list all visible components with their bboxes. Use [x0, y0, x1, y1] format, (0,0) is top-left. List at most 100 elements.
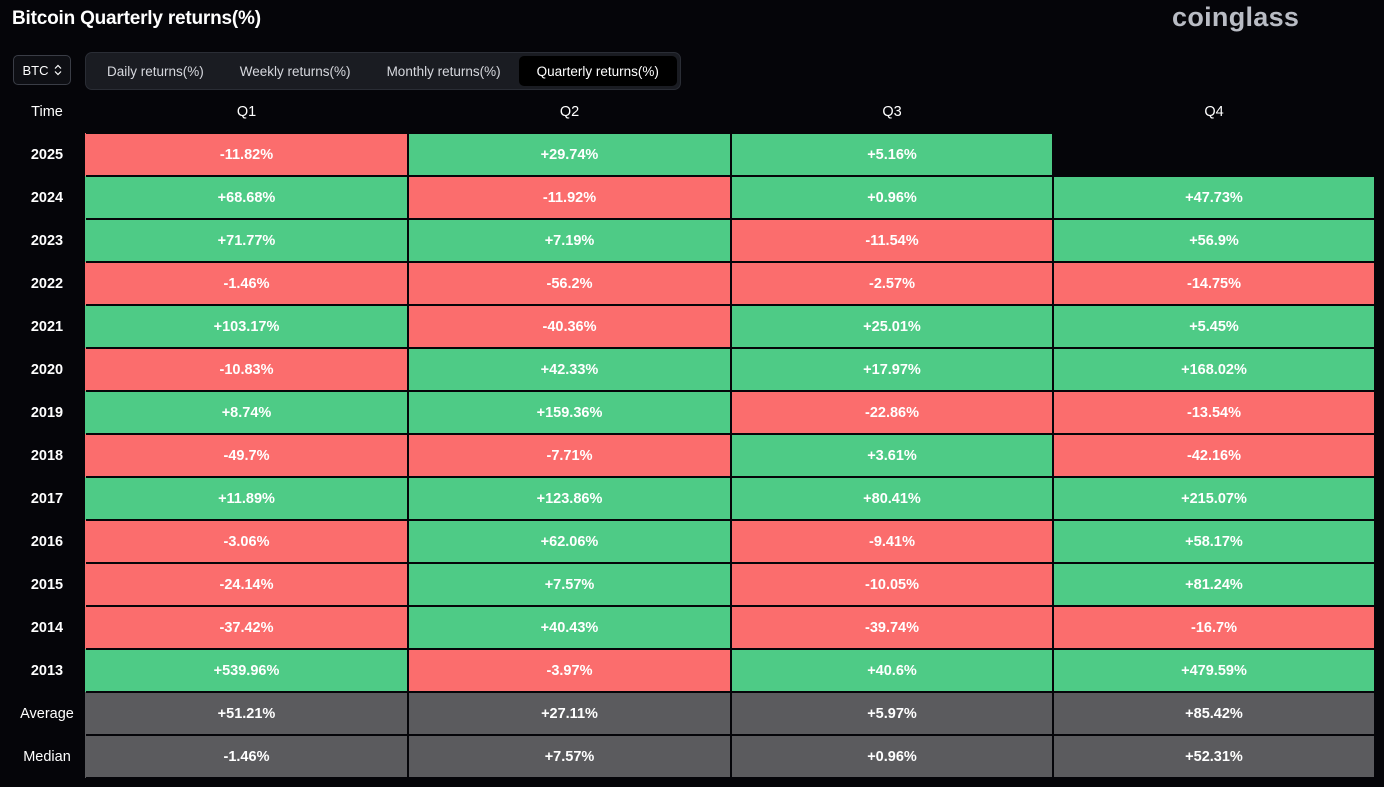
year-label: 2015 — [30, 576, 64, 593]
table-row: 2016 -3.06% +62.06% -9.41% +58.17% — [9, 519, 1376, 564]
year-label: 2022 — [30, 275, 64, 292]
return-cell-q1: -37.42% — [84, 605, 409, 650]
return-cell-q4: +5.45% — [1052, 304, 1376, 349]
stat-label: Average — [20, 705, 74, 722]
return-cell-q3: +3.61% — [730, 433, 1054, 478]
table-row: 2023 +71.77% +7.19% -11.54% +56.9% — [9, 218, 1376, 263]
return-cell-q2: -56.2% — [407, 261, 732, 306]
return-cell-q3: -9.41% — [730, 519, 1054, 564]
table-row: 2018 -49.7% -7.71% +3.61% -42.16% — [9, 433, 1376, 478]
table-row: 2013 +539.96% -3.97% +40.6% +479.59% — [9, 648, 1376, 693]
returns-period-tabs: Daily returns(%) Weekly returns(%) Month… — [85, 52, 681, 90]
return-cell-q1: +68.68% — [84, 175, 409, 220]
table-row: 2024 +68.68% -11.92% +0.96% +47.73% — [9, 175, 1376, 220]
return-cell-q1: -3.06% — [84, 519, 409, 564]
tab-monthly-returns[interactable]: Monthly returns(%) — [386, 63, 501, 79]
return-cell-q2: +27.11% — [407, 691, 732, 736]
chevron-up-down-icon — [54, 64, 61, 76]
return-cell-q4: -16.7% — [1052, 605, 1376, 650]
return-cell-q2: -7.71% — [407, 433, 732, 478]
return-cell-q4: +168.02% — [1052, 347, 1376, 392]
year-label: 2018 — [30, 447, 64, 464]
return-cell-q3: +5.16% — [730, 132, 1054, 177]
return-cell-q2: -11.92% — [407, 175, 732, 220]
year-label: 2023 — [30, 232, 64, 249]
year-label: 2024 — [30, 189, 64, 206]
year-label: 2021 — [30, 318, 64, 335]
return-cell-q1: -1.46% — [84, 734, 409, 779]
return-cell-q4: +58.17% — [1052, 519, 1376, 564]
stat-label: Median — [23, 748, 71, 765]
return-cell-q1: +8.74% — [84, 390, 409, 435]
column-header-q3: Q3 — [882, 103, 902, 120]
return-cell-q4: +215.07% — [1052, 476, 1376, 521]
return-cell-q3: -39.74% — [730, 605, 1054, 650]
return-cell-q3: +17.97% — [730, 347, 1054, 392]
table-header-row: Time Q1 Q2 Q3 Q4 — [9, 91, 1375, 133]
return-cell-q3: +0.96% — [730, 175, 1054, 220]
quarterly-returns-table: Time Q1 Q2 Q3 Q4 2025 -11.82% +29.74% +5.16… — [8, 91, 1376, 779]
return-cell-q2: +7.57% — [407, 734, 732, 779]
return-cell-q4 — [1052, 132, 1376, 177]
return-cell-q1: -24.14% — [84, 562, 409, 607]
table-row: 2021 +103.17% -40.36% +25.01% +5.45% — [9, 304, 1376, 349]
year-label: 2020 — [30, 361, 64, 378]
return-cell-q4: +85.42% — [1052, 691, 1376, 736]
tab-daily-returns[interactable]: Daily returns(%) — [107, 63, 204, 79]
year-label: 2019 — [30, 404, 64, 421]
return-cell-q1: -11.82% — [84, 132, 409, 177]
table-row: 2025 -11.82% +29.74% +5.16% — [9, 132, 1376, 177]
return-cell-q2: +159.36% — [407, 390, 732, 435]
return-cell-q1: -49.7% — [84, 433, 409, 478]
return-cell-q1: +11.89% — [84, 476, 409, 521]
stats-row: Average +51.21% +27.11% +5.97% +85.42% — [9, 691, 1376, 736]
return-cell-q2: +7.19% — [407, 218, 732, 263]
return-cell-q4: +479.59% — [1052, 648, 1376, 693]
year-label: 2017 — [30, 490, 64, 507]
return-cell-q3: -10.05% — [730, 562, 1054, 607]
asset-select[interactable]: BTC — [13, 55, 71, 85]
brand-logo: coinglass — [1172, 2, 1300, 32]
return-cell-q3: -22.86% — [730, 390, 1054, 435]
column-header-q2: Q2 — [559, 103, 580, 120]
return-cell-q4: -42.16% — [1052, 433, 1376, 478]
return-cell-q4: -13.54% — [1052, 390, 1376, 435]
return-cell-q2: +7.57% — [407, 562, 732, 607]
tab-weekly-returns[interactable]: Weekly returns(%) — [239, 63, 351, 79]
year-label: 2014 — [30, 619, 64, 636]
return-cell-q2: +62.06% — [407, 519, 732, 564]
return-cell-q3: +25.01% — [730, 304, 1054, 349]
table-row: 2022 -1.46% -56.2% -2.57% -14.75% — [9, 261, 1376, 306]
table-row: 2020 -10.83% +42.33% +17.97% +168.02% — [9, 347, 1376, 392]
column-header-q4: Q4 — [1204, 103, 1224, 120]
stats-row: Median -1.46% +7.57% +0.96% +52.31% — [9, 734, 1376, 779]
return-cell-q2: +29.74% — [407, 132, 732, 177]
return-cell-q2: +42.33% — [407, 347, 732, 392]
return-cell-q4: +81.24% — [1052, 562, 1376, 607]
return-cell-q1: +51.21% — [84, 691, 409, 736]
table-row: 2014 -37.42% +40.43% -39.74% -16.7% — [9, 605, 1376, 650]
return-cell-q4: +56.9% — [1052, 218, 1376, 263]
return-cell-q2: -40.36% — [407, 304, 732, 349]
year-label: 2013 — [30, 662, 64, 679]
return-cell-q3: -11.54% — [730, 218, 1054, 263]
return-cell-q3: +0.96% — [730, 734, 1054, 779]
column-header-time: Time — [31, 103, 63, 120]
return-cell-q1: +103.17% — [84, 304, 409, 349]
return-cell-q4: -14.75% — [1052, 261, 1376, 306]
return-cell-q3: +40.6% — [730, 648, 1054, 693]
return-cell-q1: -10.83% — [84, 347, 409, 392]
return-cell-q4: +47.73% — [1052, 175, 1376, 220]
table-row: 2017 +11.89% +123.86% +80.41% +215.07% — [9, 476, 1376, 521]
table-row: 2019 +8.74% +159.36% -22.86% -13.54% — [9, 390, 1376, 435]
return-cell-q2: -3.97% — [407, 648, 732, 693]
return-cell-q2: +123.86% — [407, 476, 732, 521]
tab-quarterly-returns[interactable]: Quarterly returns(%) — [518, 56, 677, 86]
return-cell-q3: +80.41% — [730, 476, 1054, 521]
return-cell-q1: -1.46% — [84, 261, 409, 306]
return-cell-q4: +52.31% — [1052, 734, 1376, 779]
page-title: Bitcoin Quarterly returns(%) — [12, 8, 261, 29]
return-cell-q2: +40.43% — [407, 605, 732, 650]
asset-select-value: BTC — [22, 62, 49, 78]
